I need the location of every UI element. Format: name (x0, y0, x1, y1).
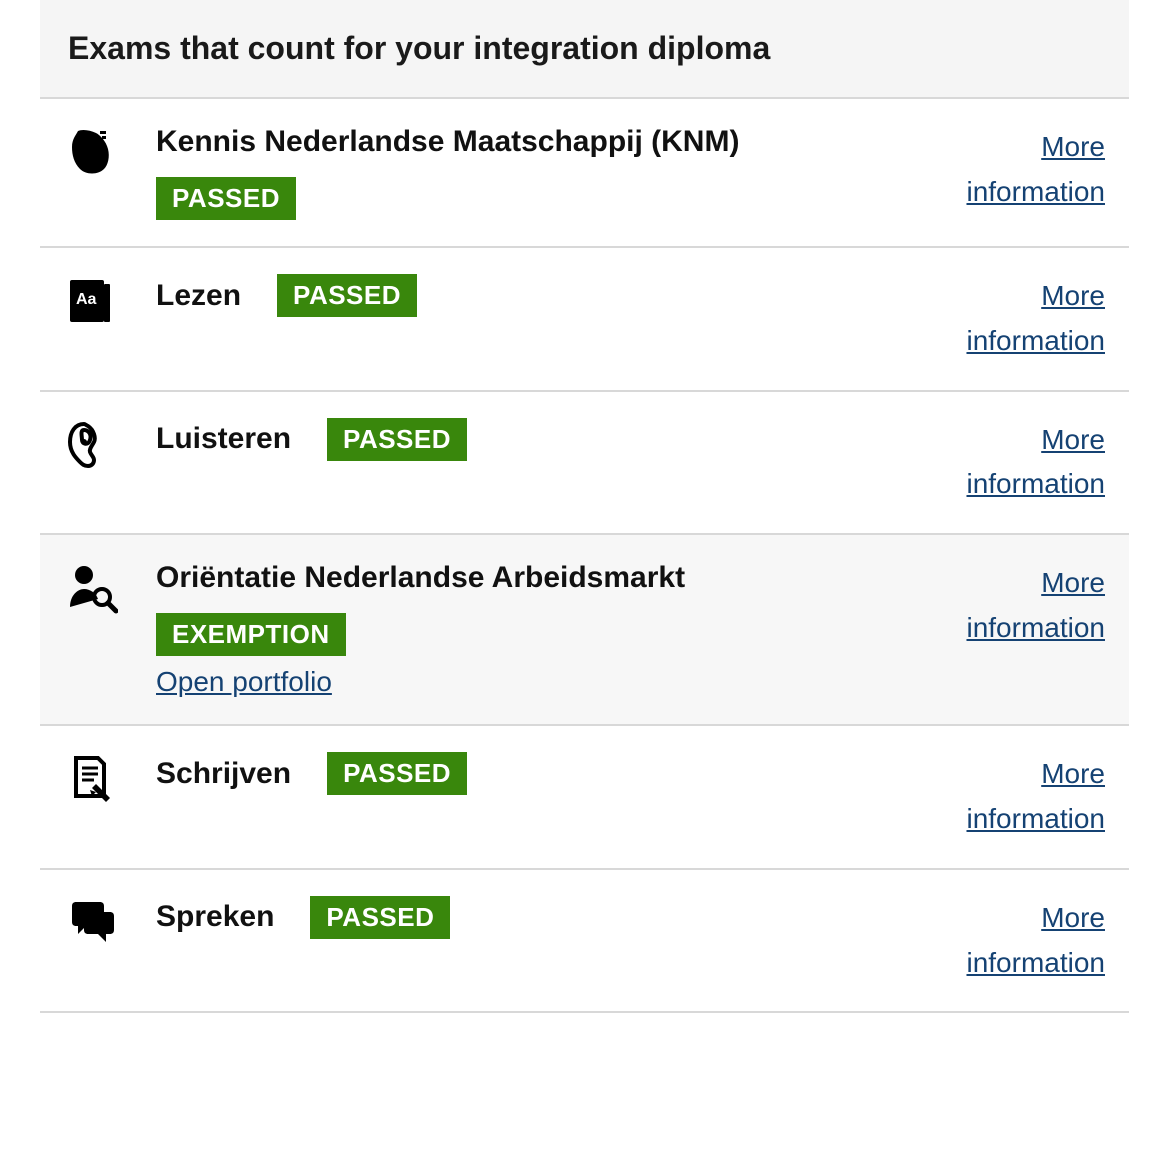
below-line: EXEMPTION Open portfolio (156, 613, 893, 698)
exam-title-line: Spreken PASSED (156, 896, 893, 939)
person-search-icon (64, 561, 128, 617)
status-badge: PASSED (310, 896, 450, 939)
more-information-link[interactable]: More information (905, 125, 1105, 215)
status-badge: PASSED (156, 177, 296, 220)
exam-main: Kennis Nederlandse Maatschappij (KNM) PAS… (156, 125, 893, 220)
panel-header: Exams that count for your integration di… (40, 0, 1129, 99)
panel-title: Exams that count for your integration di… (68, 30, 770, 66)
exam-title: Schrijven (156, 757, 291, 791)
ear-icon (64, 418, 128, 474)
below-line: PASSED (156, 177, 893, 220)
exam-row: Lezen PASSED More information (40, 248, 1129, 392)
exam-main: Oriëntatie Nederlandse Arbeidsmarkt EXEMP… (156, 561, 893, 698)
document-pencil-icon (64, 752, 128, 808)
exam-title: Kennis Nederlandse Maatschappij (KNM) (156, 125, 739, 159)
exam-row: Kennis Nederlandse Maatschappij (KNM) PAS… (40, 99, 1129, 248)
exam-title: Spreken (156, 900, 274, 934)
exam-title-line: Luisteren PASSED (156, 418, 893, 461)
exam-title: Lezen (156, 279, 241, 313)
status-badge: PASSED (327, 752, 467, 795)
speech-bubbles-icon (64, 896, 128, 952)
exam-main: Schrijven PASSED (156, 752, 893, 795)
exam-list: Kennis Nederlandse Maatschappij (KNM) PAS… (40, 99, 1129, 1013)
open-portfolio-link[interactable]: Open portfolio (156, 666, 332, 698)
more-information-link[interactable]: More information (905, 561, 1105, 651)
exam-row: Luisteren PASSED More information (40, 392, 1129, 536)
status-badge: EXEMPTION (156, 613, 346, 656)
exam-row: Schrijven PASSED More information (40, 726, 1129, 870)
status-badge: PASSED (327, 418, 467, 461)
exam-title: Oriëntatie Nederlandse Arbeidsmarkt (156, 561, 685, 595)
exam-title-line: Schrijven PASSED (156, 752, 893, 795)
more-information-link[interactable]: More information (905, 418, 1105, 508)
exam-panel: Exams that count for your integration di… (0, 0, 1169, 1013)
exam-title-line: Oriëntatie Nederlandse Arbeidsmarkt (156, 561, 893, 595)
exam-main: Luisteren PASSED (156, 418, 893, 461)
exam-title-line: Kennis Nederlandse Maatschappij (KNM) (156, 125, 893, 159)
more-information-link[interactable]: More information (905, 752, 1105, 842)
exam-title: Luisteren (156, 422, 291, 456)
map-netherlands-icon (64, 125, 128, 181)
more-information-link[interactable]: More information (905, 274, 1105, 364)
status-badge: PASSED (277, 274, 417, 317)
exam-title-line: Lezen PASSED (156, 274, 893, 317)
book-aa-icon (64, 274, 128, 330)
exam-main: Lezen PASSED (156, 274, 893, 317)
exam-row: Oriëntatie Nederlandse Arbeidsmarkt EXEMP… (40, 535, 1129, 726)
more-information-link[interactable]: More information (905, 896, 1105, 986)
exam-main: Spreken PASSED (156, 896, 893, 939)
exam-row: Spreken PASSED More information (40, 870, 1129, 1014)
